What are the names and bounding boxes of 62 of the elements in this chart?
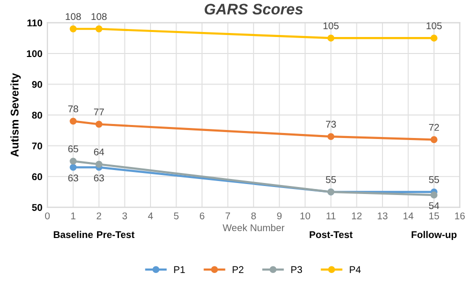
point	[430, 136, 438, 144]
y-tick-label: 70	[32, 142, 42, 150]
data-label: 64	[94, 148, 104, 156]
point	[327, 34, 334, 42]
point	[327, 133, 334, 140]
data-label: 105	[324, 22, 339, 30]
data-label: 77	[94, 108, 104, 116]
x-tick-label: 2	[96, 212, 102, 220]
point	[70, 25, 77, 32]
x-tick-label: 3	[122, 212, 127, 220]
y-tick-label: 90	[32, 80, 42, 88]
x-tick-label: 9	[277, 212, 282, 220]
point	[430, 192, 438, 198]
legend-label: P4	[350, 266, 361, 273]
y-tick-label: 60	[32, 173, 42, 180]
chart-title: GARS Scores	[204, 4, 303, 15]
legend-label: P2	[232, 266, 244, 273]
data-label: 65	[68, 145, 78, 152]
point	[95, 160, 102, 168]
data-label: 78	[68, 105, 78, 112]
text: Baseline	[54, 230, 93, 238]
y-tick-label: 80	[32, 112, 42, 119]
data-label: 105	[426, 22, 442, 30]
x-tick-label: 8	[251, 212, 256, 220]
point	[70, 164, 77, 171]
point	[95, 120, 102, 128]
point	[70, 158, 77, 165]
y-tick-label: 50	[32, 204, 42, 211]
point	[95, 25, 102, 32]
x-tick-label: 13	[378, 212, 388, 220]
data-label: 108	[92, 13, 107, 20]
x-tick-label: 16	[455, 212, 465, 220]
data-label: 72	[429, 124, 439, 131]
x-tick-label: 1	[71, 212, 76, 220]
x-tick-label: 11	[326, 212, 336, 220]
x-tick-label: 14	[404, 212, 414, 220]
data-label: 54	[428, 202, 440, 210]
x-tick-label: 15	[429, 212, 440, 220]
legend-label: P1	[174, 266, 185, 273]
y-axis-title: Autism Severity	[10, 73, 21, 157]
text: Follow-up	[412, 230, 457, 240]
data-label: 55	[428, 176, 440, 184]
data-label: 55	[326, 176, 336, 184]
x-tick-label: 10	[300, 212, 310, 220]
point	[70, 118, 77, 125]
x-tick-label: 7	[226, 212, 230, 220]
x-axis-title: Week Number	[222, 224, 284, 232]
x-tick-label: 12	[352, 212, 362, 220]
y-tick-label: 100	[26, 50, 42, 58]
text: Post-Test	[310, 231, 353, 238]
y-tick-label: 110	[27, 19, 42, 26]
data-label: 63	[68, 174, 78, 182]
x-tick-label: 4	[148, 212, 153, 220]
data-label: 73	[326, 120, 336, 128]
x-tick-label: 0	[45, 212, 50, 220]
x-tick-label: 6	[200, 212, 204, 220]
legend-label: P3	[291, 266, 302, 274]
x-tick-label: 5	[174, 212, 179, 220]
data-label: 108	[66, 13, 81, 20]
data-label: 63	[94, 174, 104, 182]
point	[430, 34, 438, 42]
text: Pre-Test	[97, 231, 134, 238]
